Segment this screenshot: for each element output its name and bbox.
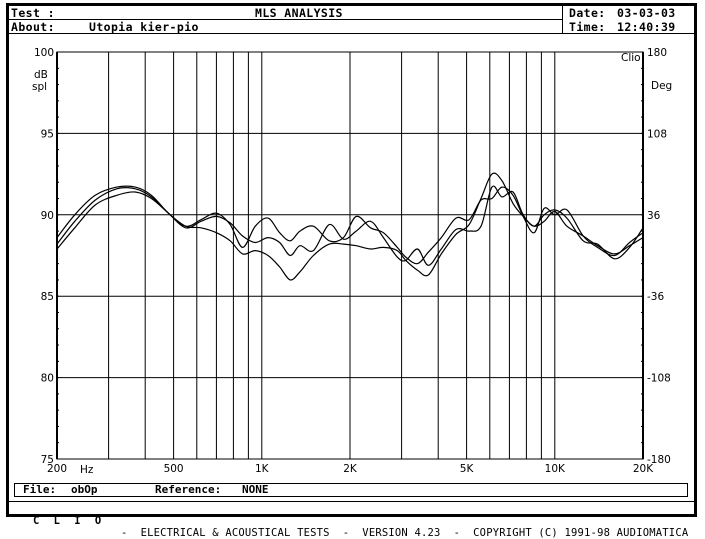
frequency-response-chart: 100 95 90 85 80 75 180 108 36 -36 -108 -180 200 500 1K… — [32, 47, 672, 476]
x-tick-label: 200 — [47, 463, 67, 475]
x-unit-hz: Hz — [80, 464, 94, 476]
header-separator — [562, 6, 563, 34]
y2-tick-label: -36 — [647, 291, 664, 303]
x-tick-label: 500 — [164, 463, 184, 475]
footer: C L I O - ELECTRICAL & ACOUSTICAL TESTS … — [9, 503, 694, 539]
date-value: 03-03-03 — [617, 6, 676, 20]
y2-tick-label: -108 — [647, 373, 671, 385]
y2-unit-deg: Deg — [651, 80, 672, 92]
analysis-title: MLS ANALYSIS — [255, 6, 343, 20]
reference-value: NONE — [242, 483, 269, 496]
window-frame — [6, 3, 697, 517]
reference-label: Reference: — [155, 483, 222, 496]
y-tick-label: 100 — [34, 47, 54, 59]
x-tick-label: 2K — [343, 463, 358, 475]
y-tick-label: 90 — [41, 210, 54, 222]
date-label: Date: — [569, 6, 606, 20]
y2-tick-label: -180 — [647, 454, 671, 466]
axis-labels: 100 95 90 85 80 75 180 108 36 -36 -108 -180 200 500 1K… — [34, 47, 671, 475]
file-value: obOp — [71, 483, 98, 496]
y-tick-label: 85 — [41, 291, 54, 303]
y-tick-label: 95 — [41, 128, 54, 140]
response-trace — [56, 185, 644, 266]
y-tick-label: 80 — [41, 373, 54, 385]
about-label: About: — [11, 20, 55, 34]
clio-corner-label: Clio — [621, 52, 641, 64]
about-value: Utopia kier-pio — [89, 20, 199, 34]
response-traces — [56, 172, 644, 281]
time-value: 12:40:39 — [617, 20, 676, 34]
footer-info: - ELECTRICAL & ACOUSTICAL TESTS - VERSIO… — [121, 527, 689, 539]
y-tick-label: 75 — [41, 454, 54, 466]
footer-divider — [9, 501, 694, 502]
x-tick-label: 10K — [545, 463, 566, 475]
x-tick-label: 5K — [460, 463, 475, 475]
y-unit-db: dB — [34, 69, 48, 81]
test-label: Test : — [11, 6, 55, 20]
response-trace — [56, 185, 644, 265]
y2-tick-label: 108 — [647, 128, 667, 140]
header: Test : MLS ANALYSIS About: Utopia kier-p… — [9, 6, 694, 34]
plot-grid — [56, 51, 644, 460]
clio-brand: C L I O — [33, 515, 106, 527]
time-label: Time: — [569, 20, 606, 34]
file-label: File: — [23, 483, 57, 496]
y-unit-spl: spl — [32, 81, 47, 93]
axis-ticks — [57, 51, 643, 460]
x-tick-label: 1K — [255, 463, 270, 475]
file-bar: File: obOp Reference: NONE — [14, 483, 688, 497]
y2-tick-label: 36 — [647, 210, 661, 222]
y2-tick-label: 180 — [647, 47, 667, 59]
x-tick-label: 20K — [633, 463, 654, 475]
header-row-1 — [9, 6, 562, 20]
